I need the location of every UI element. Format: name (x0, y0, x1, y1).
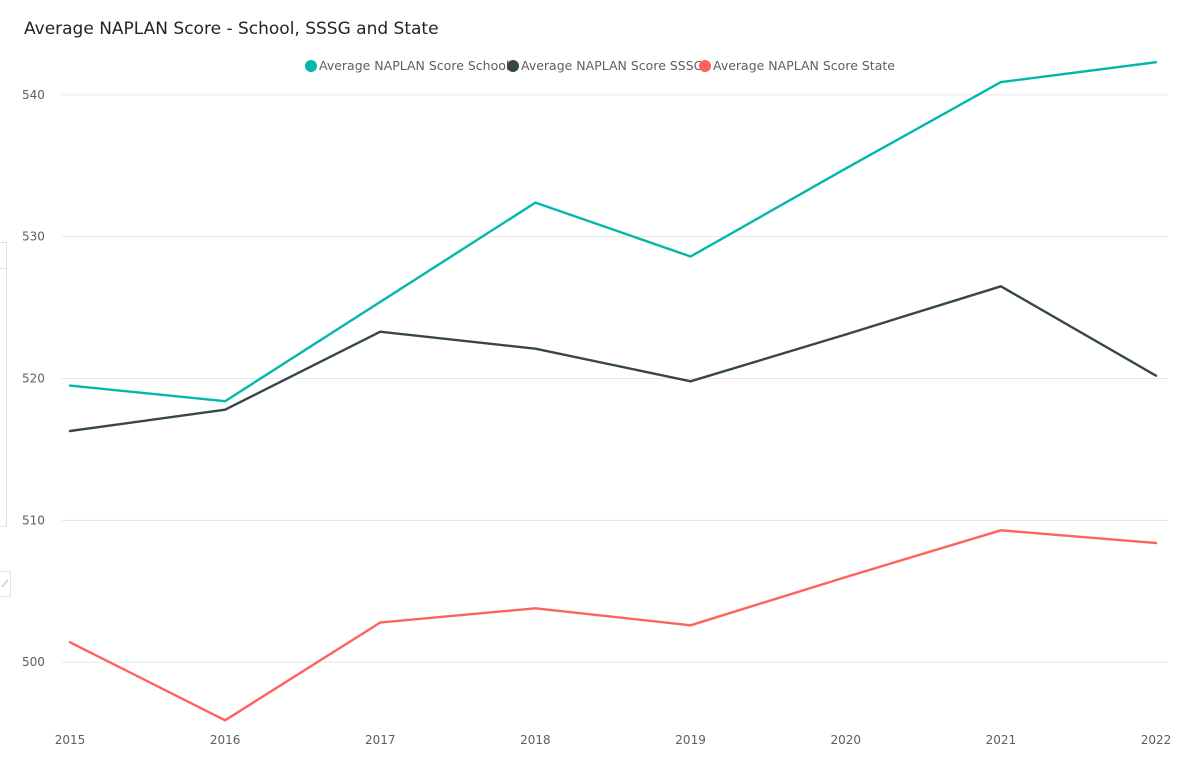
x-tick-label-2017: 2017 (365, 733, 396, 747)
legend-item-state[interactable]: Average NAPLAN Score State (699, 58, 895, 73)
x-tick-label-2018: 2018 (520, 733, 551, 747)
x-tick-label-2019: 2019 (675, 733, 706, 747)
legend-marker-school (305, 59, 317, 72)
adjacent-visual-divider (0, 268, 6, 269)
y-tick-label-520: 520 (22, 372, 45, 386)
series-line-sssg (68, 285, 1158, 433)
legend: Average NAPLAN Score School Average NAPL… (0, 58, 1200, 76)
x-tick-label-2021: 2021 (986, 733, 1017, 747)
legend-marker-sssg (507, 59, 519, 72)
legend-label-school: Average NAPLAN Score School (319, 58, 510, 73)
y-tick-label-530: 530 (22, 230, 45, 244)
visual-resize-handle[interactable]: ⟋ (0, 571, 11, 597)
series-line-state (68, 529, 1158, 722)
chart-title: Average NAPLAN Score - School, SSSG and … (24, 19, 439, 39)
adjacent-visual-frame (0, 242, 7, 527)
y-tick-label-500: 500 (22, 655, 45, 669)
x-tick-label-2015: 2015 (55, 733, 86, 747)
x-tick-label-2016: 2016 (210, 733, 241, 747)
legend-marker-state (699, 59, 711, 72)
legend-item-sssg[interactable]: Average NAPLAN Score SSSG (507, 58, 703, 73)
y-tick-label-510: 510 (22, 513, 45, 527)
legend-label-state: Average NAPLAN Score State (713, 58, 895, 73)
y-tick-label-540: 540 (22, 88, 45, 102)
legend-item-school[interactable]: Average NAPLAN Score School (305, 58, 509, 73)
series-line-school (68, 61, 1158, 403)
legend-label-sssg: Average NAPLAN Score SSSG (521, 58, 704, 73)
x-tick-label-2020: 2020 (830, 733, 861, 747)
x-tick-label-2022: 2022 (1141, 733, 1172, 747)
